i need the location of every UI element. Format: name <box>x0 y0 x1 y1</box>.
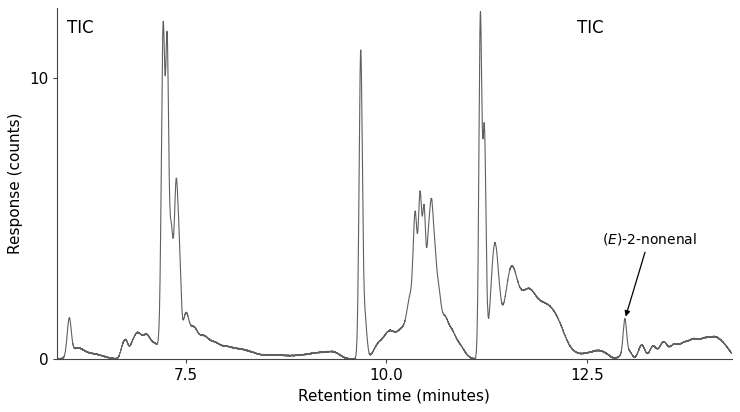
Y-axis label: Response (counts): Response (counts) <box>8 113 24 255</box>
X-axis label: Retention time (minutes): Retention time (minutes) <box>298 389 491 404</box>
Text: TIC: TIC <box>67 19 94 37</box>
Text: TIC: TIC <box>576 19 603 37</box>
Text: $(E)$-2-nonenal: $(E)$-2-nonenal <box>602 231 696 315</box>
